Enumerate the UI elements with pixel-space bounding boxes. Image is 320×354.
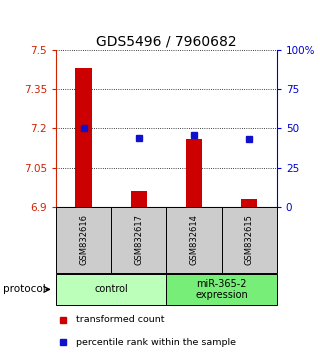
Bar [221,207,277,273]
Text: percentile rank within the sample: percentile rank within the sample [76,338,236,347]
Bar [56,207,111,273]
Bar [131,191,147,207]
Bar [241,199,258,207]
Text: GSM832616: GSM832616 [79,214,88,266]
Text: protocol: protocol [3,284,46,295]
Bar [111,207,166,273]
Bar [166,274,277,304]
Text: miR-365-2
expression: miR-365-2 expression [195,279,248,300]
Bar [56,274,166,304]
Text: GSM832617: GSM832617 [134,214,143,266]
Title: GDS5496 / 7960682: GDS5496 / 7960682 [96,34,237,48]
Text: GSM832615: GSM832615 [245,215,254,265]
Bar [166,207,222,273]
Text: transformed count: transformed count [76,315,164,324]
Text: GSM832614: GSM832614 [189,215,198,265]
Bar [186,139,202,207]
Text: control: control [94,284,128,295]
Bar [75,68,92,207]
